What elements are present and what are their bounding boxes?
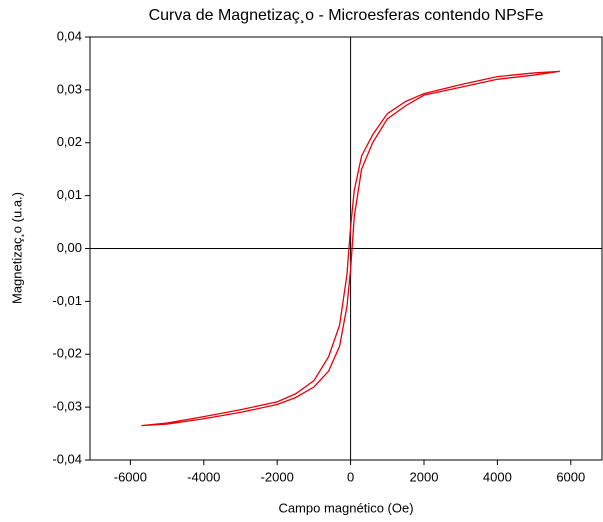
- y-tick-label: -0,01: [52, 293, 82, 308]
- x-tick-label: -2000: [261, 469, 294, 484]
- x-tick-label: 6000: [556, 469, 585, 484]
- x-tick-label: -6000: [114, 469, 147, 484]
- x-tick-label: 0: [347, 469, 354, 484]
- y-tick-label: 0,00: [57, 240, 82, 255]
- x-axis-label: Campo magnético (Oe): [278, 500, 413, 515]
- x-tick-label: 2000: [410, 469, 439, 484]
- y-tick-label: 0,01: [57, 187, 82, 202]
- y-tick-label: -0,04: [52, 451, 82, 466]
- y-tick-label: 0,02: [57, 134, 82, 149]
- x-tick-label: 4000: [483, 469, 512, 484]
- x-tick-label: -4000: [187, 469, 220, 484]
- y-axis-label: Magnetizaç¸o (u.a.): [9, 192, 24, 304]
- y-tick-label: -0,03: [52, 399, 82, 414]
- y-tick-label: -0,02: [52, 346, 82, 361]
- y-tick-label: 0,03: [57, 81, 82, 96]
- chart-title: Curva de Magnetizaç¸o - Microesferas con…: [149, 7, 544, 24]
- series-line: [141, 70, 560, 427]
- y-tick-label: 0,04: [57, 28, 82, 43]
